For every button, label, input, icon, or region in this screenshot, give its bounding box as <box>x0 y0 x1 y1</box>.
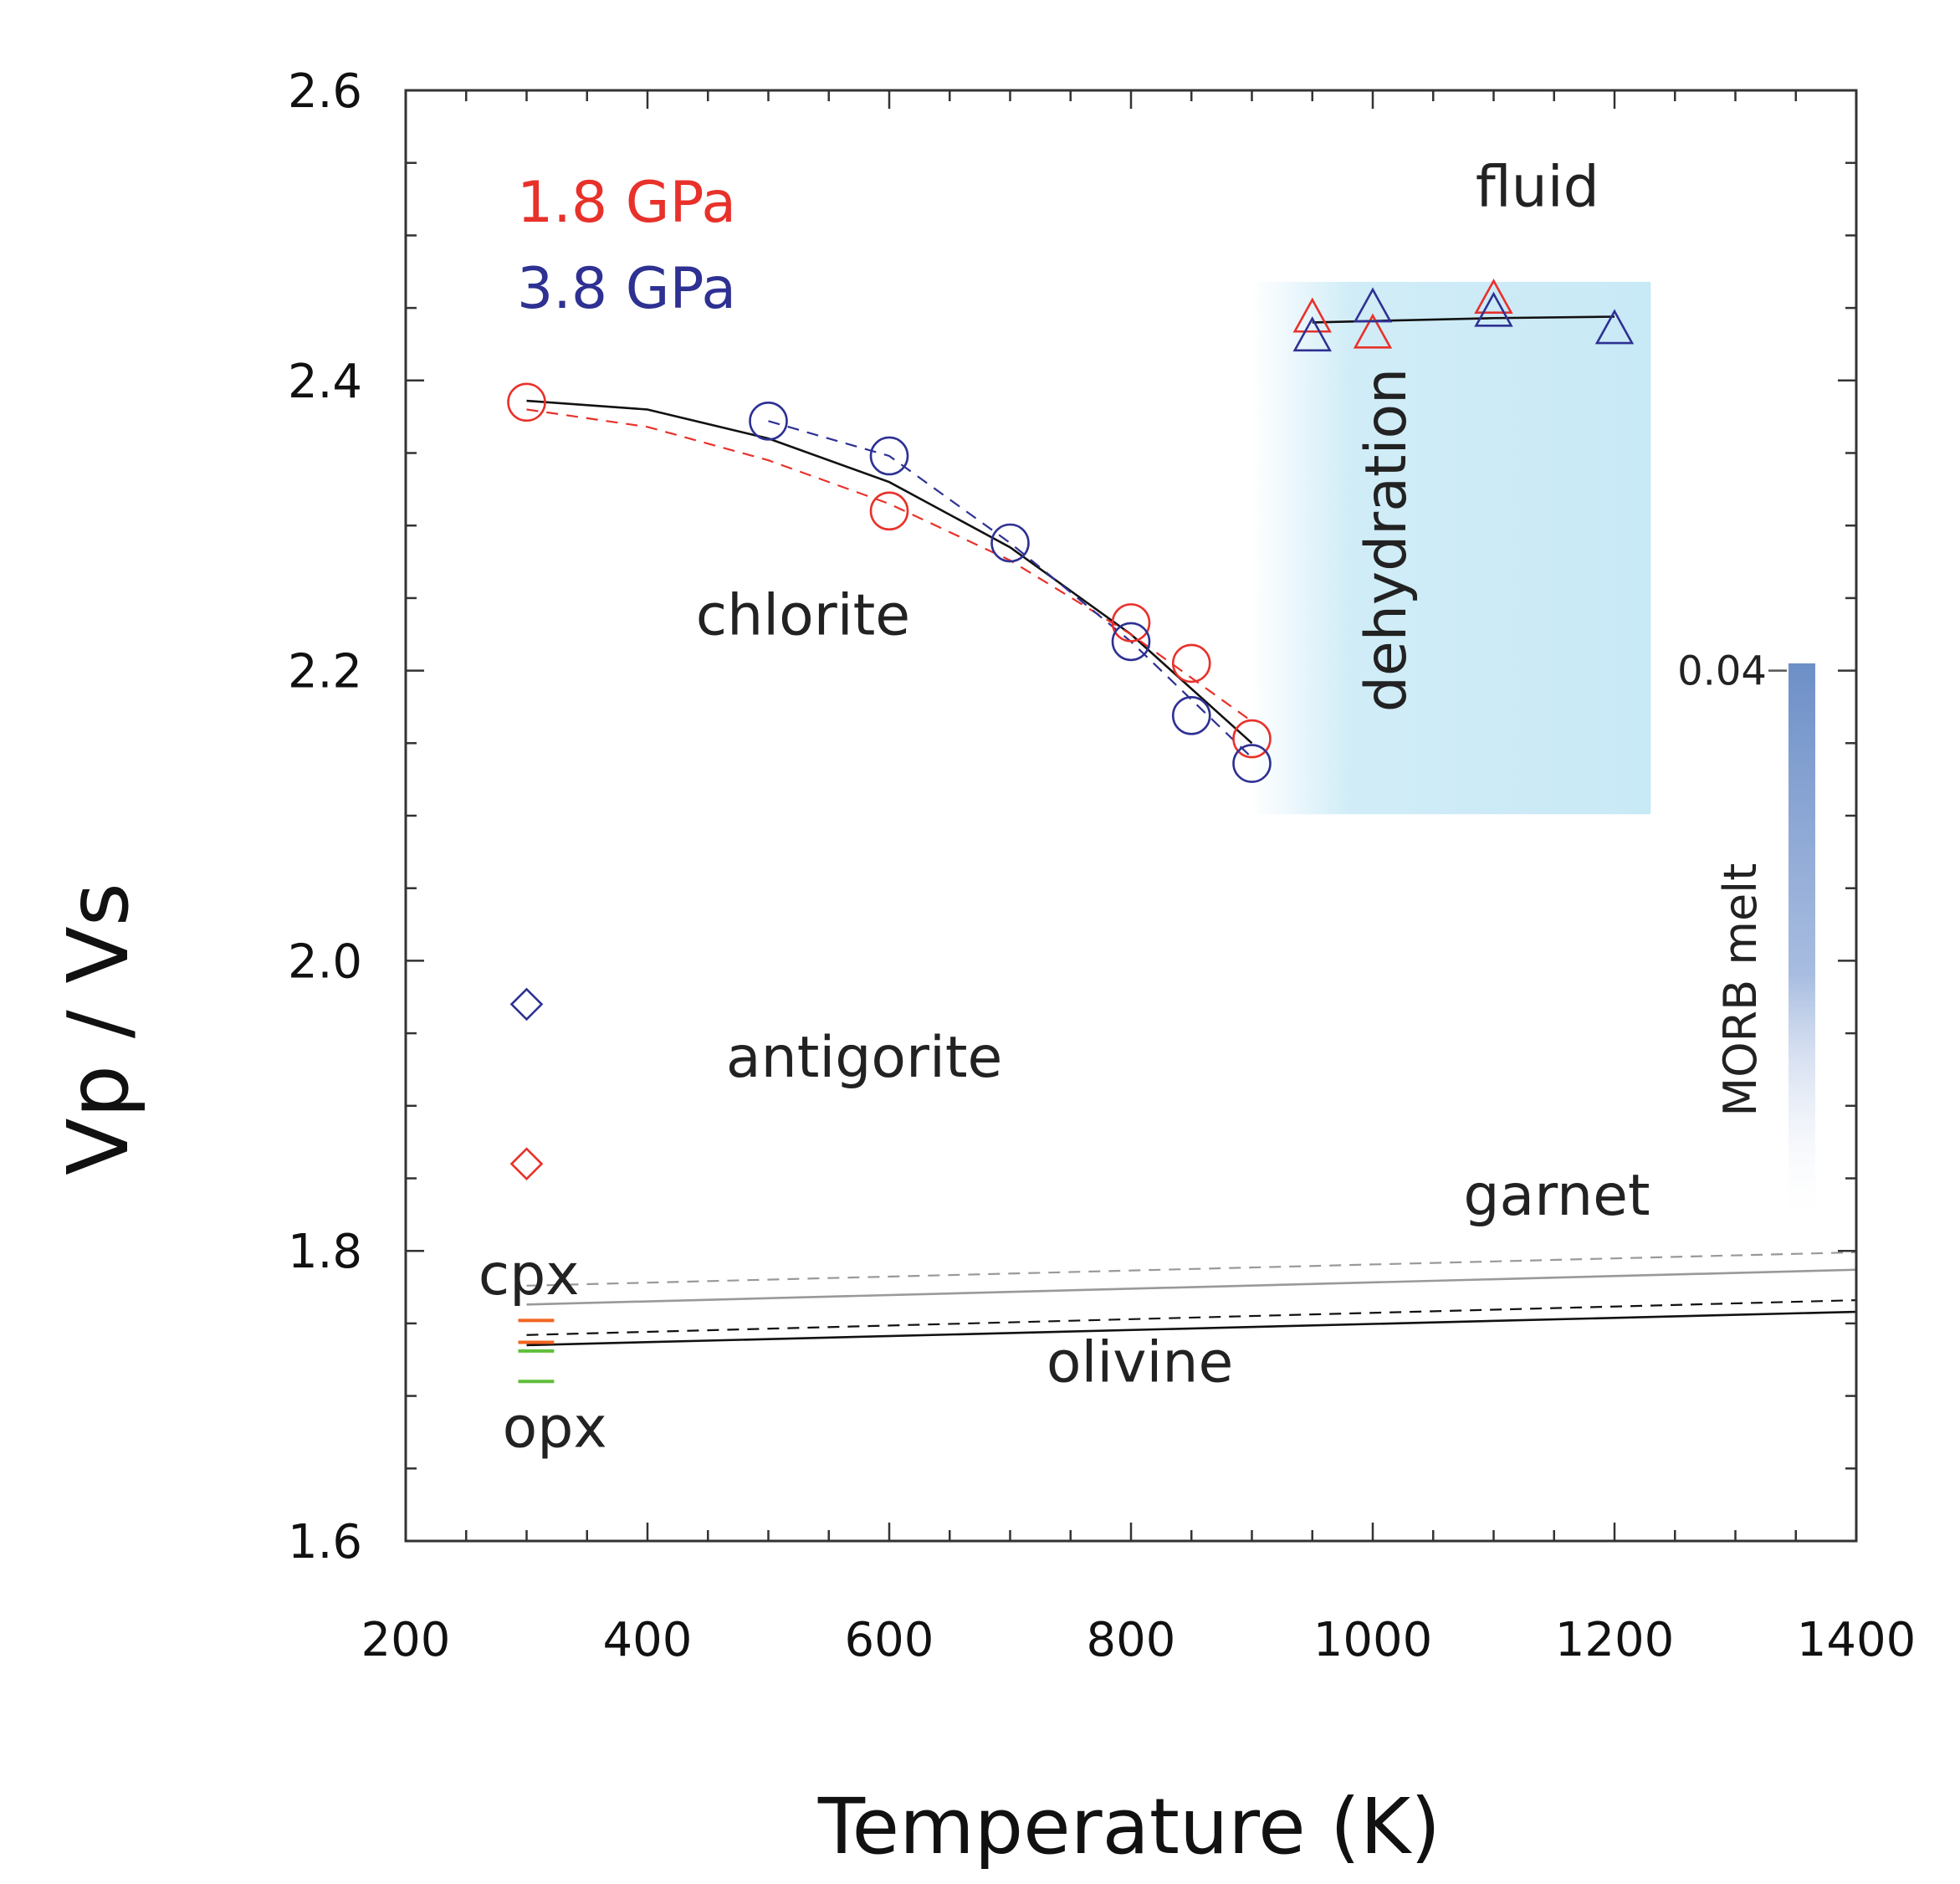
chlorite-3-8-gpa-point <box>749 402 788 441</box>
annotation-olivine: olivine <box>1047 1329 1233 1395</box>
annotation-chlorite: chlorite <box>696 582 910 648</box>
fluid-3-8-gpa-point <box>1594 309 1635 345</box>
chlorite-fit-line <box>526 399 1253 745</box>
y-tick-label: 2.0 <box>288 934 362 989</box>
y-tick-label: 2.6 <box>288 64 362 119</box>
y-axis-title: Vp / Vs <box>49 883 147 1175</box>
mineral-ticks-layer <box>518 1318 555 1384</box>
x-tick-label: 200 <box>361 1613 451 1667</box>
x-tick-label: 1000 <box>1313 1613 1433 1667</box>
annotation-fluid: fluid <box>1476 155 1599 221</box>
chlorite-1-8-gpa-point <box>1232 719 1272 759</box>
fluid-3-8-gpa-point <box>1353 287 1393 323</box>
morb-melt-bar <box>1788 663 1815 1230</box>
annotation-garnet: garnet <box>1463 1163 1650 1229</box>
legend-entry-1-8-gpa: 1.8 GPa <box>517 170 736 236</box>
annotation-dehydration: dehydration <box>1354 368 1420 712</box>
x-tick-label: 1200 <box>1555 1613 1675 1667</box>
x-tick-label: 400 <box>603 1613 693 1667</box>
chlorite-3-8-gpa-point <box>1111 622 1151 662</box>
fluid-3-8-gpa-point <box>1474 291 1513 327</box>
y-tick-label: 2.2 <box>288 645 362 699</box>
fluid-1-8-gpa-point <box>1292 297 1332 333</box>
annotation-opx: opx <box>503 1395 607 1461</box>
fluid-1-8-gpa-point <box>1474 279 1513 314</box>
garnet-solid-line <box>526 1268 1857 1306</box>
chlorite-1-8-gpa-point <box>1111 603 1151 643</box>
y-tick-label: 1.8 <box>288 1225 362 1279</box>
legend-entry-3-8-gpa: 3.8 GPa <box>517 256 736 322</box>
x-tick-label: 1400 <box>1797 1613 1917 1667</box>
olivine-dashed-line <box>526 1299 1857 1336</box>
morb-melt-label: MORB melt <box>1714 863 1767 1117</box>
fluid-1-8-gpa-point <box>1353 313 1393 349</box>
chlorite-1-8-gpa-point <box>1171 643 1211 683</box>
regions-layer <box>1251 281 1651 815</box>
fluid-3-8-gpa-point <box>1292 316 1332 352</box>
chlorite-1-8-gpa-point <box>507 382 546 422</box>
garnet-dashed-line <box>526 1251 1857 1287</box>
x-tick-labels: 200 400 600 800 1000 1200 1400 <box>361 1613 1917 1667</box>
chlorite-1-8-gpa-trend-line <box>526 408 1253 723</box>
annotation-antigorite: antigorite <box>726 1025 1002 1091</box>
chlorite-3-8-gpa-trend-line <box>768 420 1253 759</box>
data-points-layer <box>507 279 1635 1180</box>
axis-ticks <box>404 89 1858 1543</box>
chlorite-3-8-gpa-point <box>869 436 909 476</box>
fit-lines-layer <box>526 315 1857 1347</box>
morb-melt-bar-group <box>1768 663 1815 1230</box>
chlorite-3-8-gpa-point <box>1232 744 1272 783</box>
dehydration-region <box>1251 281 1651 815</box>
y-tick-labels: 1.6 1.8 2.0 2.2 2.4 2.6 <box>288 64 362 1569</box>
y-tick-label: 2.4 <box>288 355 362 409</box>
chlorite-3-8-gpa-point <box>1171 696 1211 735</box>
x-axis-title: Temperature (K) <box>817 1782 1441 1871</box>
antigorite-1-8-gpa-point <box>509 1147 544 1180</box>
antigorite-3-8-gpa-point <box>509 987 544 1021</box>
y-tick-label: 1.6 <box>288 1515 362 1569</box>
annotation-cpx: cpx <box>478 1242 580 1308</box>
chlorite-1-8-gpa-point <box>869 491 909 531</box>
olivine-solid-line <box>526 1310 1857 1347</box>
chlorite-3-8-gpa-point <box>990 523 1030 563</box>
x-tick-label: 800 <box>1087 1613 1176 1667</box>
morb-melt-value-label: 0.04 <box>1677 648 1767 695</box>
x-tick-label: 600 <box>845 1613 934 1667</box>
